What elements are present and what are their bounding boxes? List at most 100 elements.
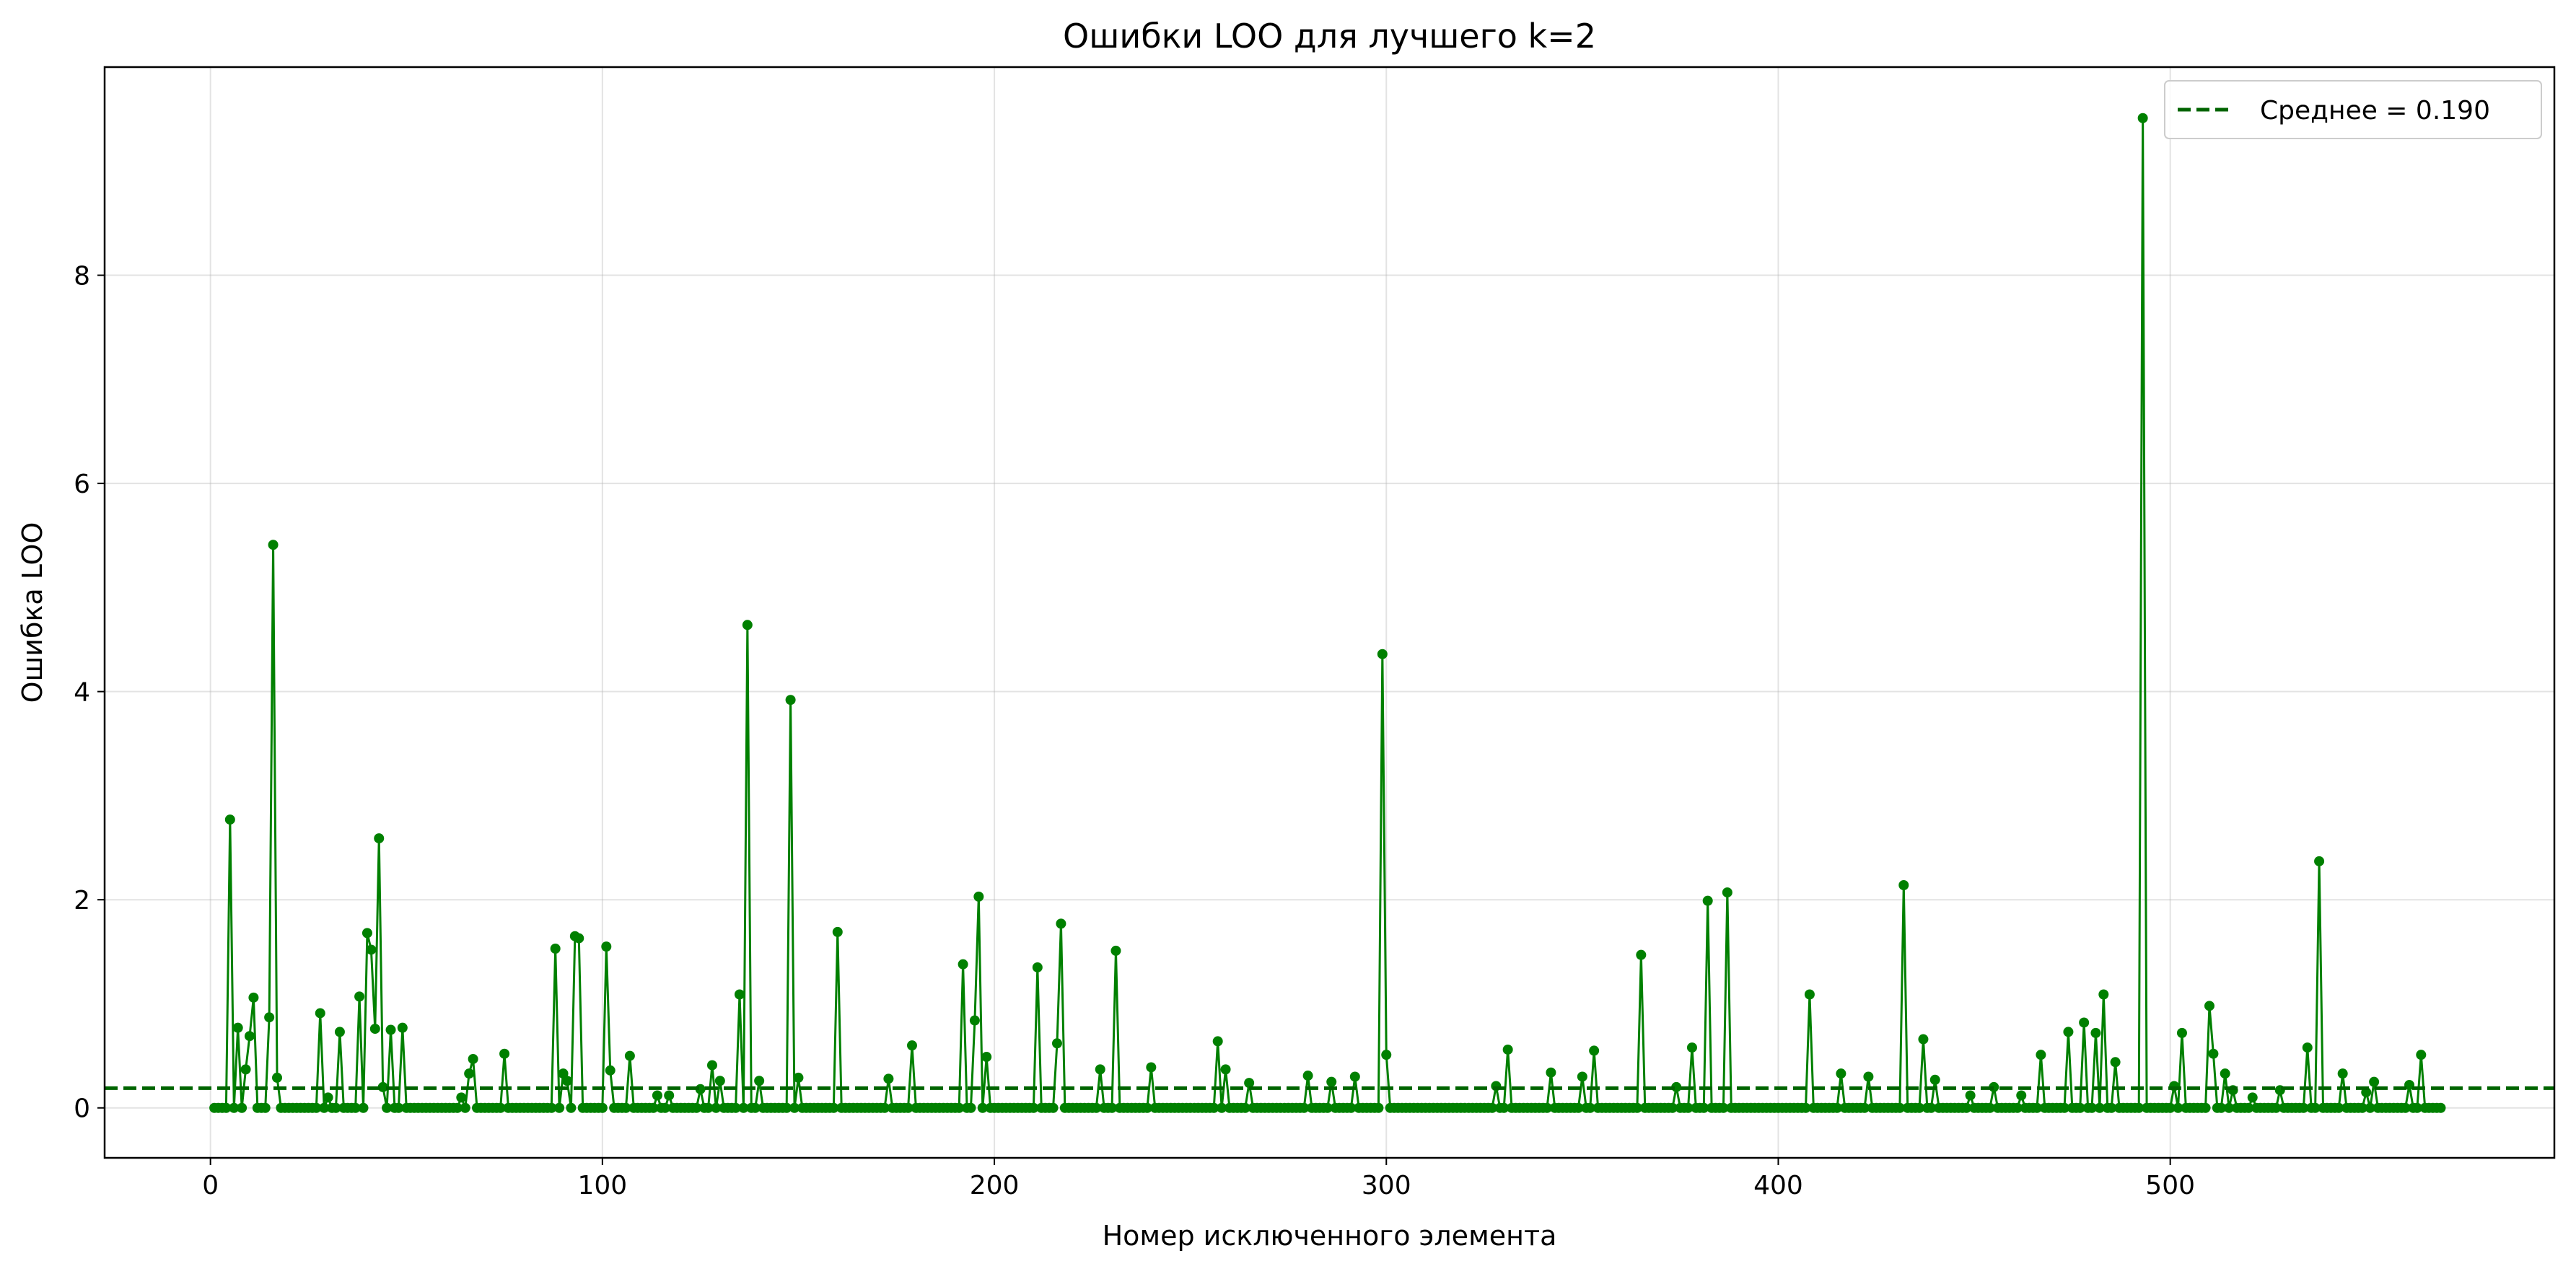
error-data-point — [550, 944, 561, 954]
error-data-point — [1142, 1102, 1152, 1113]
y-tick-label: 6 — [74, 470, 90, 499]
error-data-point — [2411, 1102, 2422, 1113]
chart-title: Ошибки LOO для лучшего k=2 — [1063, 17, 1596, 56]
error-data-point — [1541, 1102, 1552, 1113]
error-data-point — [2087, 1102, 2098, 1113]
error-data-point — [2106, 1102, 2117, 1113]
error-data-point — [358, 1102, 369, 1113]
error-data-point — [1898, 880, 1909, 890]
error-data-point — [354, 991, 365, 1002]
error-data-point — [2243, 1102, 2254, 1113]
error-data-point — [224, 814, 235, 825]
error-data-point — [1212, 1036, 1223, 1047]
error-data-point — [232, 1022, 243, 1033]
error-data-point — [2400, 1102, 2411, 1113]
error-data-point — [2173, 1102, 2183, 1113]
error-data-point — [879, 1102, 890, 1113]
error-data-point — [495, 1102, 506, 1113]
error-data-point — [1686, 1042, 1697, 1053]
error-data-point — [981, 1052, 992, 1063]
error-data-point — [1110, 945, 1121, 956]
error-data-point — [1961, 1102, 1972, 1113]
error-data-point — [2059, 1102, 2069, 1113]
error-data-point — [1381, 1050, 1392, 1060]
y-tick-label: 4 — [74, 678, 90, 708]
error-data-point — [2036, 1050, 2046, 1060]
error-data-point — [393, 1102, 404, 1113]
error-data-point — [1209, 1102, 1219, 1113]
error-data-point — [2416, 1050, 2427, 1060]
error-data-point — [1486, 1102, 1497, 1113]
error-data-point — [369, 1024, 380, 1034]
error-data-point — [703, 1102, 714, 1113]
error-data-point — [1107, 1102, 1118, 1113]
error-data-point — [1349, 1071, 1360, 1082]
y-tick-label: 8 — [74, 262, 90, 291]
error-data-point — [2098, 989, 2109, 1000]
x-axis-label: Номер исключенного элемента — [1103, 1220, 1557, 1252]
error-data-point — [664, 1090, 675, 1101]
error-data-point — [2310, 1102, 2321, 1113]
error-data-point — [1217, 1102, 1227, 1113]
error-data-point — [2216, 1102, 2227, 1113]
error-data-point — [244, 1031, 255, 1042]
error-data-point — [323, 1092, 333, 1103]
error-data-point — [382, 1102, 393, 1113]
error-data-point — [977, 1102, 988, 1113]
error-data-point — [2302, 1042, 2313, 1053]
error-data-point — [1299, 1102, 1310, 1113]
error-data-point — [730, 1102, 741, 1113]
error-data-point — [1051, 1038, 1062, 1049]
error-data-point — [546, 1102, 557, 1113]
error-data-point — [397, 1022, 408, 1033]
error-data-point — [2404, 1080, 2415, 1091]
x-tick-label: 400 — [1753, 1171, 1803, 1200]
error-data-point — [1573, 1102, 1584, 1113]
error-data-point — [1146, 1062, 1157, 1073]
error-data-point — [754, 1076, 765, 1086]
error-data-point — [2137, 113, 2148, 123]
error-data-point — [2247, 1092, 2258, 1103]
error-data-point — [906, 1040, 917, 1051]
error-data-point — [1048, 1102, 1059, 1113]
error-data-point — [385, 1024, 396, 1035]
error-data-point — [1699, 1102, 1709, 1113]
plot-area — [105, 113, 2554, 1113]
error-data-point — [268, 540, 279, 550]
y-tick-label: 0 — [74, 1094, 90, 1124]
error-data-point — [750, 1102, 761, 1113]
error-data-point — [1894, 1102, 1905, 1113]
legend-mean-label: Среднее = 0.190 — [2260, 96, 2490, 126]
error-data-point — [468, 1053, 478, 1064]
error-data-point — [1499, 1102, 1510, 1113]
error-data-point — [2075, 1102, 2085, 1113]
error-data-point — [605, 1065, 615, 1076]
error-data-point — [1929, 1074, 1940, 1085]
error-data-point — [1502, 1044, 1513, 1055]
error-data-point — [374, 833, 385, 844]
error-data-point — [903, 1102, 914, 1113]
error-data-point — [1302, 1071, 1313, 1081]
error-data-point — [789, 1102, 800, 1113]
error-data-point — [1926, 1102, 1937, 1113]
error-data-point — [1240, 1102, 1250, 1113]
error-data-point — [2204, 1001, 2214, 1011]
error-data-point — [2200, 1102, 2211, 1113]
error-data-point — [2334, 1102, 2344, 1113]
error-data-point — [456, 1092, 467, 1103]
error-data-point — [237, 1102, 247, 1113]
error-data-point — [2435, 1102, 2446, 1113]
error-data-point — [883, 1073, 894, 1084]
error-data-point — [973, 891, 984, 902]
error-data-point — [969, 1015, 980, 1026]
error-data-point — [648, 1102, 659, 1113]
error-data-point — [248, 992, 259, 1003]
error-data-point — [574, 933, 584, 944]
x-tick-label: 300 — [1362, 1171, 1411, 1200]
y-tick-label: 2 — [74, 886, 90, 915]
error-data-point — [652, 1090, 662, 1101]
error-data-point — [1836, 1068, 1846, 1079]
error-data-point — [1831, 1102, 1842, 1113]
